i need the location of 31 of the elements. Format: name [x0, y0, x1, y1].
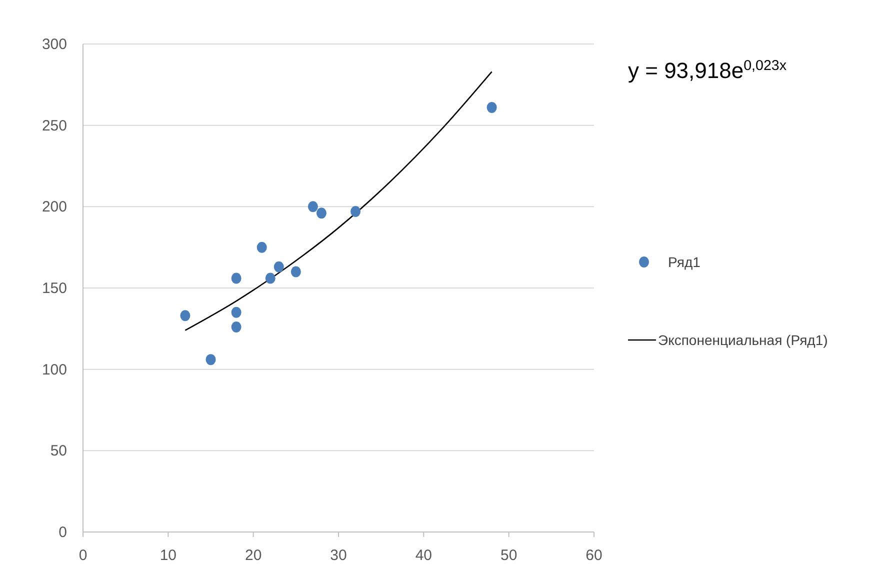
point: [256, 242, 267, 253]
x-tick-label: 20: [244, 547, 262, 564]
x-tick-label: 50: [500, 547, 518, 564]
line-series: [184, 71, 492, 331]
point: [231, 322, 242, 333]
x-tick-label: 30: [330, 547, 347, 564]
y-tick-label: 0: [58, 524, 67, 541]
legend-label: Экспоненциальная (Ряд1): [658, 332, 828, 348]
x-tick-label: 60: [586, 547, 602, 564]
point: [274, 261, 284, 272]
y-tick-label: 250: [42, 117, 67, 134]
point: [206, 354, 216, 366]
legend-label: Ряд1: [668, 254, 701, 270]
y-tick-label: 50: [50, 442, 67, 460]
point: [231, 272, 242, 284]
x-tick-label: 40: [415, 547, 432, 564]
x-tick-label: 0: [78, 547, 88, 564]
point: [290, 266, 301, 278]
y-tick-label: 200: [42, 198, 67, 216]
point: [486, 102, 497, 113]
point: [308, 201, 318, 212]
text: y = 93,918e$^{0,023x}$: [628, 58, 787, 83]
x-tick-label: 10: [160, 547, 177, 564]
y-tick-label: 150: [42, 280, 67, 297]
y-tick-label: 300: [42, 36, 67, 53]
y-tick-label: 100: [42, 361, 67, 378]
point: [265, 272, 276, 284]
point: [231, 306, 242, 318]
point: [316, 208, 326, 219]
point: [180, 310, 190, 322]
point: [350, 206, 361, 218]
